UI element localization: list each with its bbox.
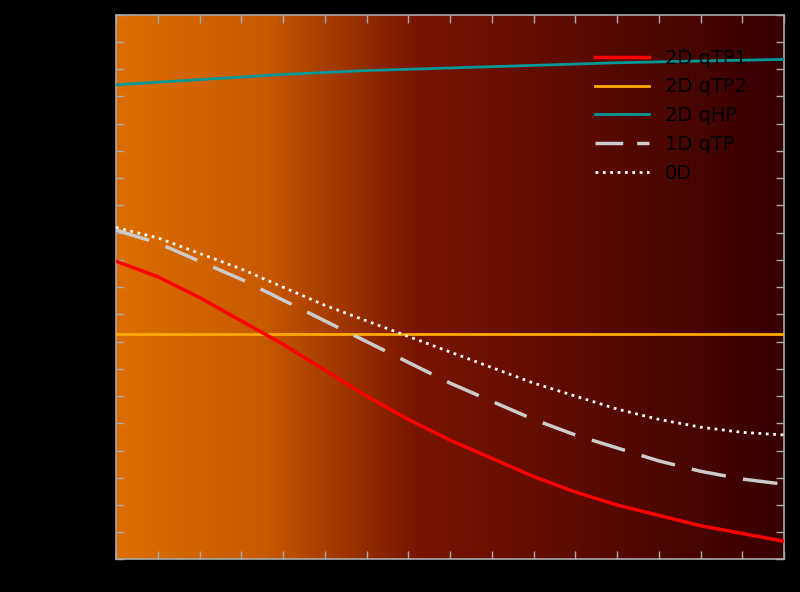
Legend: 2D qTP1, 2D qTP2, 2D qHP, 1D qTP, 0D: 2D qTP1, 2D qTP2, 2D qHP, 1D qTP, 0D xyxy=(587,41,754,190)
